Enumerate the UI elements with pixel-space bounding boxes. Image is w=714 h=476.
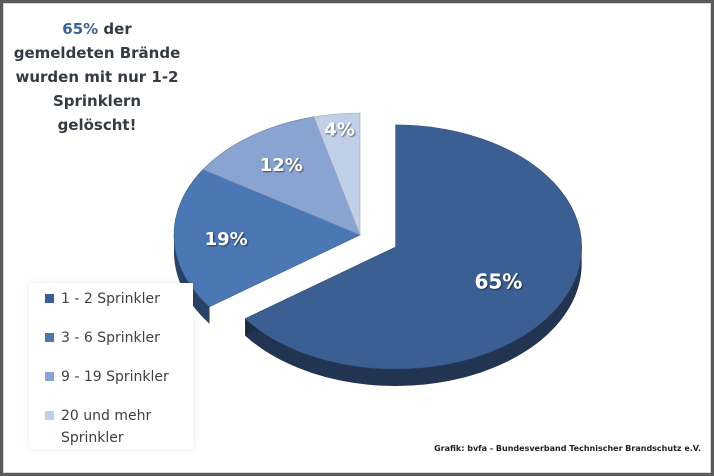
pie-chart: 65% 19% 12% 4% (173, 112, 582, 386)
pie-slice (244, 124, 582, 370)
pie-slice (313, 112, 361, 236)
legend-label: 3 - 6 Sprinkler (61, 330, 160, 346)
legend-item: 20 und mehr Sprinkler (45, 405, 186, 449)
pie-slice-side (174, 235, 210, 324)
pie-labels: 65% 19% 12% 4% (205, 119, 523, 293)
headline-line-3: wurden mit nur 1-2 (15, 68, 179, 86)
legend-swatch (45, 333, 54, 342)
legend-swatch (45, 372, 54, 381)
headline-line-1: 65% der (11, 17, 183, 41)
pie-slice (173, 169, 361, 308)
pie-slice-side (245, 246, 582, 386)
legend-label: 1 - 2 Sprinkler (61, 291, 160, 307)
chart-headline: 65% der gemeldeten Brände wurden mit nur… (11, 17, 183, 137)
legend-swatch (45, 294, 54, 303)
legend-item: 9 - 19 Sprinkler (45, 366, 186, 388)
pie-slice-label: 19% (205, 229, 248, 250)
headline-line-2: gemeldeten Brände (13, 44, 181, 62)
pie-slice-label: 65% (474, 269, 522, 293)
legend-item: 3 - 6 Sprinkler (45, 327, 186, 349)
legend-label: 9 - 19 Sprinkler (61, 369, 169, 385)
legend-item: 1 - 2 Sprinkler (45, 288, 186, 310)
pie-slice-label: 4% (324, 119, 355, 140)
pie-slice (202, 116, 361, 236)
headline-percent: 65% (62, 20, 99, 38)
headline-line-4: Sprinklern gelöscht! (52, 92, 142, 134)
legend-label: 20 und mehr Sprinkler (61, 408, 152, 446)
headline-line-1-rest: der (98, 20, 132, 38)
legend: 1 - 2 Sprinkler 3 - 6 Sprinkler 9 - 19 Spr… (29, 283, 193, 449)
pie-tops (173, 112, 582, 370)
source-credit: Grafik: bvfa - Bundesverband Technischer… (434, 444, 701, 453)
pie-slice-label: 12% (260, 155, 303, 176)
legend-swatch (45, 411, 54, 420)
